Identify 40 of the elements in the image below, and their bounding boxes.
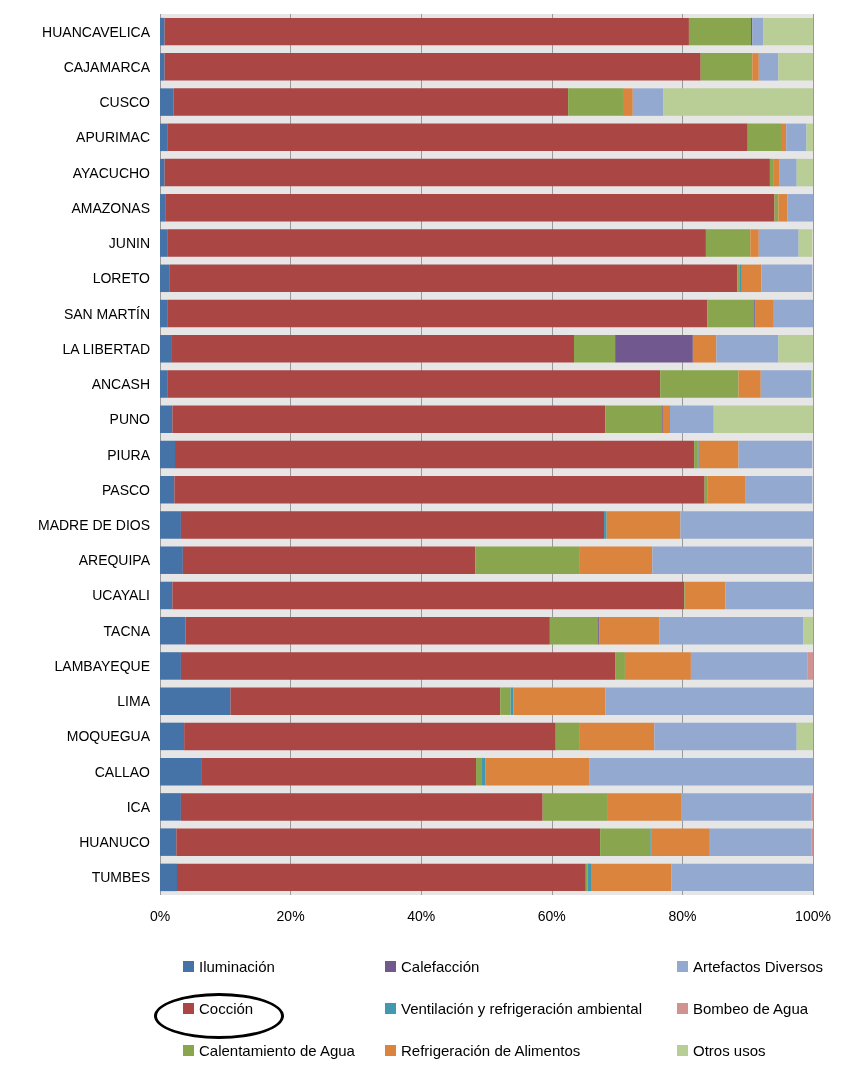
legend-label: Artefactos Diversos [693, 958, 824, 975]
y-tick-label: PUNO [109, 411, 151, 428]
y-tick-label: ANCASH [91, 376, 150, 393]
legend-label: Ventilación y refrigeración ambiental [401, 1000, 642, 1017]
y-tick-label: HUANCAVELICA [42, 23, 151, 40]
x-tick-label: 100% [795, 908, 831, 924]
y-tick-label: PASCO [102, 481, 151, 498]
y-tick-label: AREQUIPA [78, 552, 151, 569]
legend-label: Iluminación [199, 958, 275, 975]
y-tick-label: LORETO [92, 270, 151, 287]
y-tick-label: CAJAMARCA [63, 58, 151, 75]
y-tick-label: LIMA [117, 693, 151, 710]
y-tick-label: MADRE DE DIOS [37, 516, 150, 533]
legend-label: Calentamiento de Agua [199, 1042, 356, 1059]
legend-label: Otros usos [693, 1042, 766, 1059]
y-tick-label: LA LIBERTAD [62, 340, 150, 357]
x-tick-label: 80% [668, 908, 697, 924]
y-tick-label: CALLAO [94, 763, 151, 780]
legend-label: Refrigeración de Alimentos [401, 1042, 581, 1059]
x-tick-label: 0% [149, 908, 171, 924]
y-tick-label: HUANUCO [79, 834, 151, 851]
y-tick-label: PIURA [107, 446, 151, 463]
y-tick-label: JUNIN [108, 235, 150, 252]
legend-label: Cocción [199, 1000, 254, 1017]
y-tick-label: LAMBAYEQUE [54, 657, 150, 674]
x-tick-label: 60% [537, 908, 566, 924]
x-tick-label: 20% [276, 908, 305, 924]
y-tick-label: AMAZONAS [71, 199, 150, 216]
y-tick-label: TACNA [103, 622, 151, 639]
y-tick-label: APURIMAC [76, 129, 150, 146]
y-tick-label: CUSCO [99, 94, 151, 111]
y-tick-label: ICA [126, 798, 151, 815]
y-tick-label: UCAYALI [92, 587, 150, 604]
y-tick-label: TUMBES [91, 869, 150, 886]
legend-label: Calefacción [401, 958, 480, 975]
y-tick-label: SAN MARTÍN [63, 305, 150, 322]
y-tick-label: AYACUCHO [72, 164, 151, 181]
legend-label: Bombeo de Agua [693, 1000, 809, 1017]
x-tick-label: 40% [407, 908, 436, 924]
y-tick-label: MOQUEGUA [66, 728, 151, 745]
